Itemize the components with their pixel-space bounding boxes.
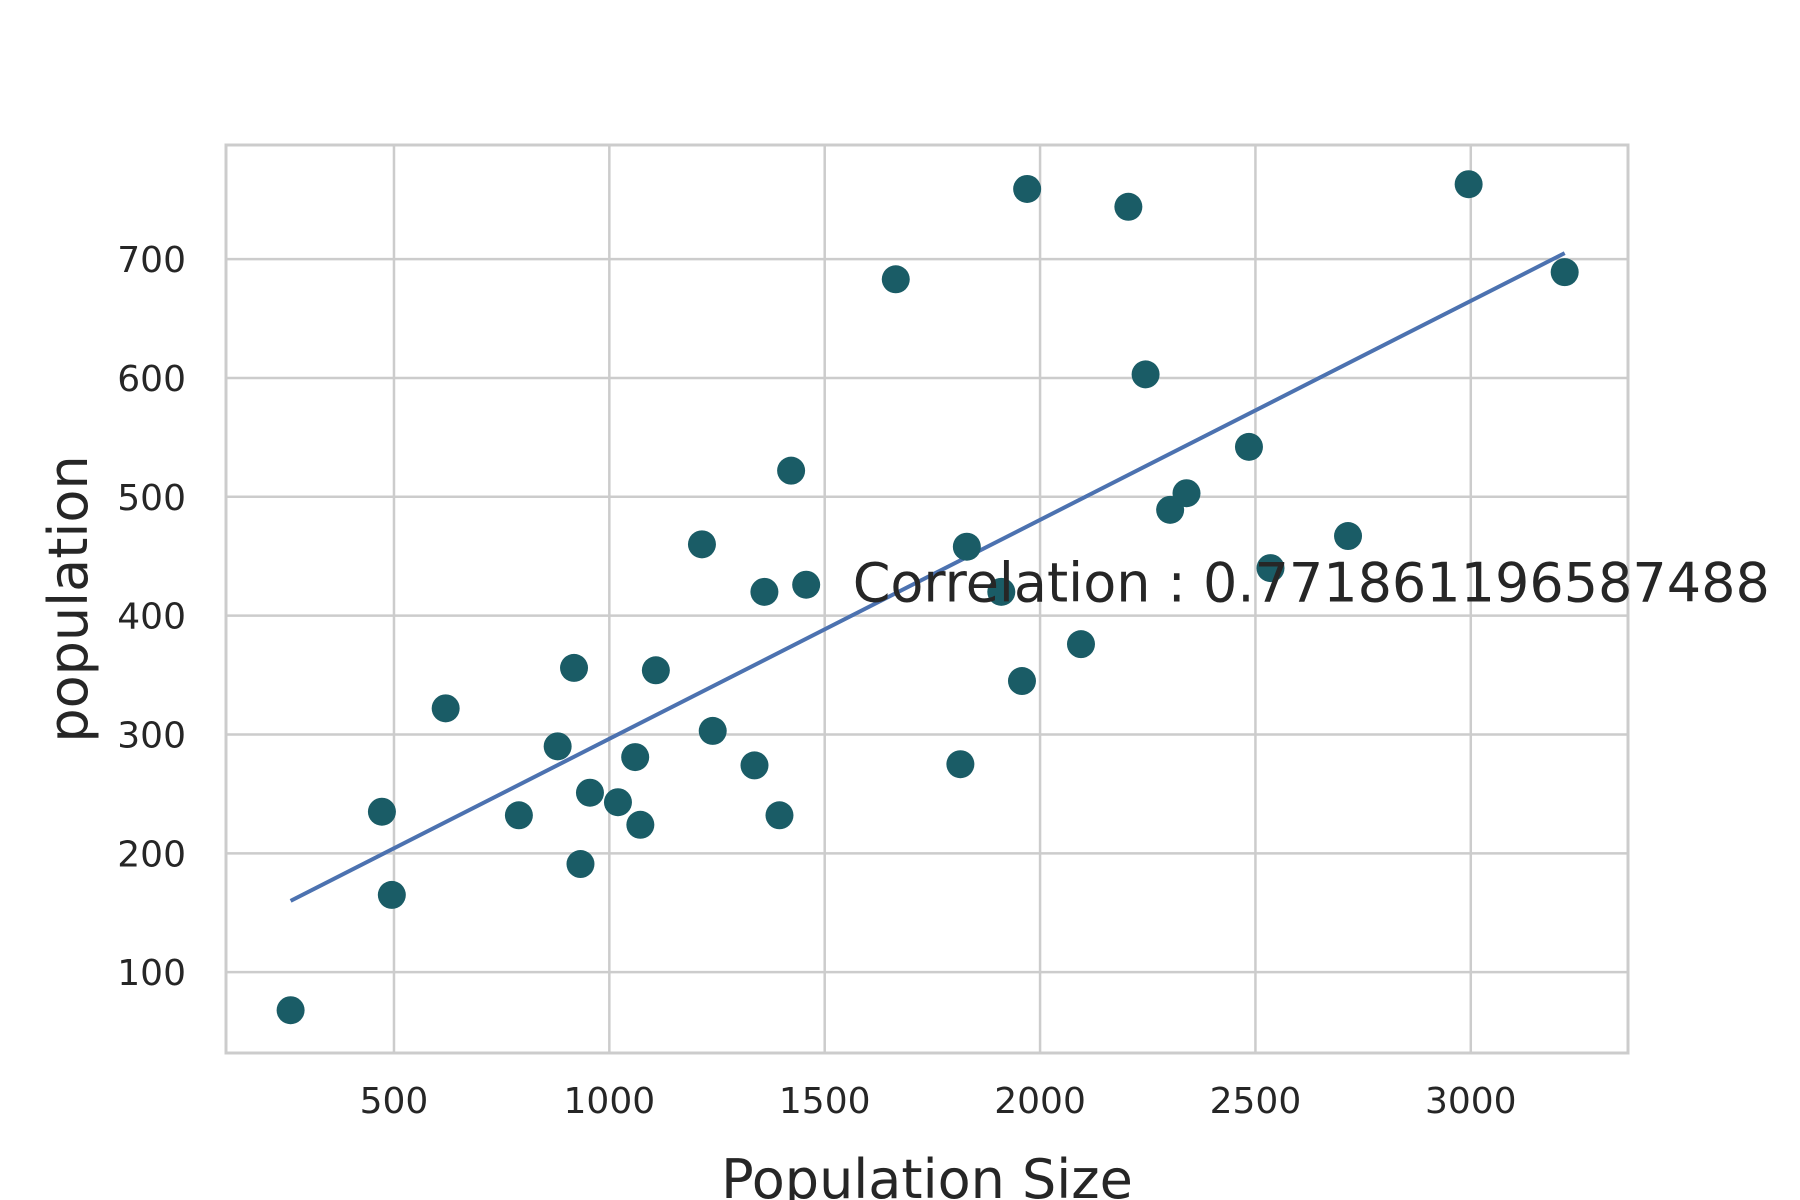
y-tick-label: 400 (117, 597, 186, 638)
y-tick-label: 100 (117, 953, 186, 994)
data-point (1172, 479, 1201, 508)
data-points (276, 170, 1579, 1025)
data-point (575, 778, 604, 807)
y-axis-label: population (37, 455, 100, 742)
data-point (750, 577, 779, 606)
data-point (377, 880, 406, 909)
data-point (777, 456, 806, 485)
data-point (626, 810, 655, 839)
y-tick-label: 200 (117, 834, 186, 875)
data-point (1131, 360, 1160, 389)
grid (226, 145, 1628, 1053)
y-tick-label: 600 (117, 359, 186, 400)
data-point (276, 996, 305, 1025)
x-tick-label: 2500 (1210, 1081, 1302, 1122)
data-point (543, 732, 572, 761)
data-point (1066, 630, 1095, 659)
data-point (881, 265, 910, 294)
regression-line (289, 251, 1566, 903)
y-tick-label: 700 (117, 240, 186, 281)
data-point (1334, 522, 1363, 551)
data-point (504, 801, 533, 830)
data-point (431, 694, 460, 723)
data-point (621, 743, 650, 772)
data-point (603, 788, 632, 817)
data-point (698, 716, 727, 745)
regression-line-group (289, 251, 1566, 903)
data-point (1007, 667, 1036, 696)
data-point (952, 532, 981, 561)
data-point (1114, 192, 1143, 221)
data-point (1013, 174, 1042, 203)
data-point (687, 530, 716, 559)
data-point (792, 570, 821, 599)
data-point (740, 751, 769, 780)
correlation-annotation: Correlation : 0.771861196587488 (853, 551, 1770, 614)
data-point (1550, 258, 1579, 287)
x-tick-labels: 500 1000 1500 2000 2500 3000 (360, 1081, 1517, 1122)
x-tick-label: 1500 (779, 1081, 871, 1122)
data-point (946, 750, 975, 779)
data-point (367, 797, 396, 826)
x-tick-label: 1000 (564, 1081, 656, 1122)
y-tick-label: 300 (117, 715, 186, 756)
data-point (1234, 432, 1263, 461)
x-tick-label: 2000 (994, 1081, 1086, 1122)
y-tick-labels: 100 200 300 400 500 600 700 (117, 240, 186, 994)
x-tick-label: 3000 (1425, 1081, 1517, 1122)
data-point (641, 656, 670, 685)
data-point (1256, 554, 1285, 583)
data-point (566, 850, 595, 879)
y-tick-label: 500 (117, 478, 186, 519)
x-tick-label: 500 (360, 1081, 429, 1122)
data-point (765, 801, 794, 830)
x-axis-label: Population Size (721, 1148, 1133, 1200)
data-point (987, 577, 1016, 606)
data-point (1454, 170, 1483, 199)
data-point (560, 653, 589, 682)
plot-area-border (224, 143, 1630, 1055)
